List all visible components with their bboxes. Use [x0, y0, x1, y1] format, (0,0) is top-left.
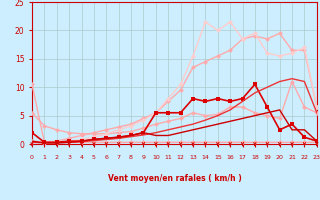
X-axis label: Vent moyen/en rafales ( km/h ): Vent moyen/en rafales ( km/h ): [108, 174, 241, 183]
